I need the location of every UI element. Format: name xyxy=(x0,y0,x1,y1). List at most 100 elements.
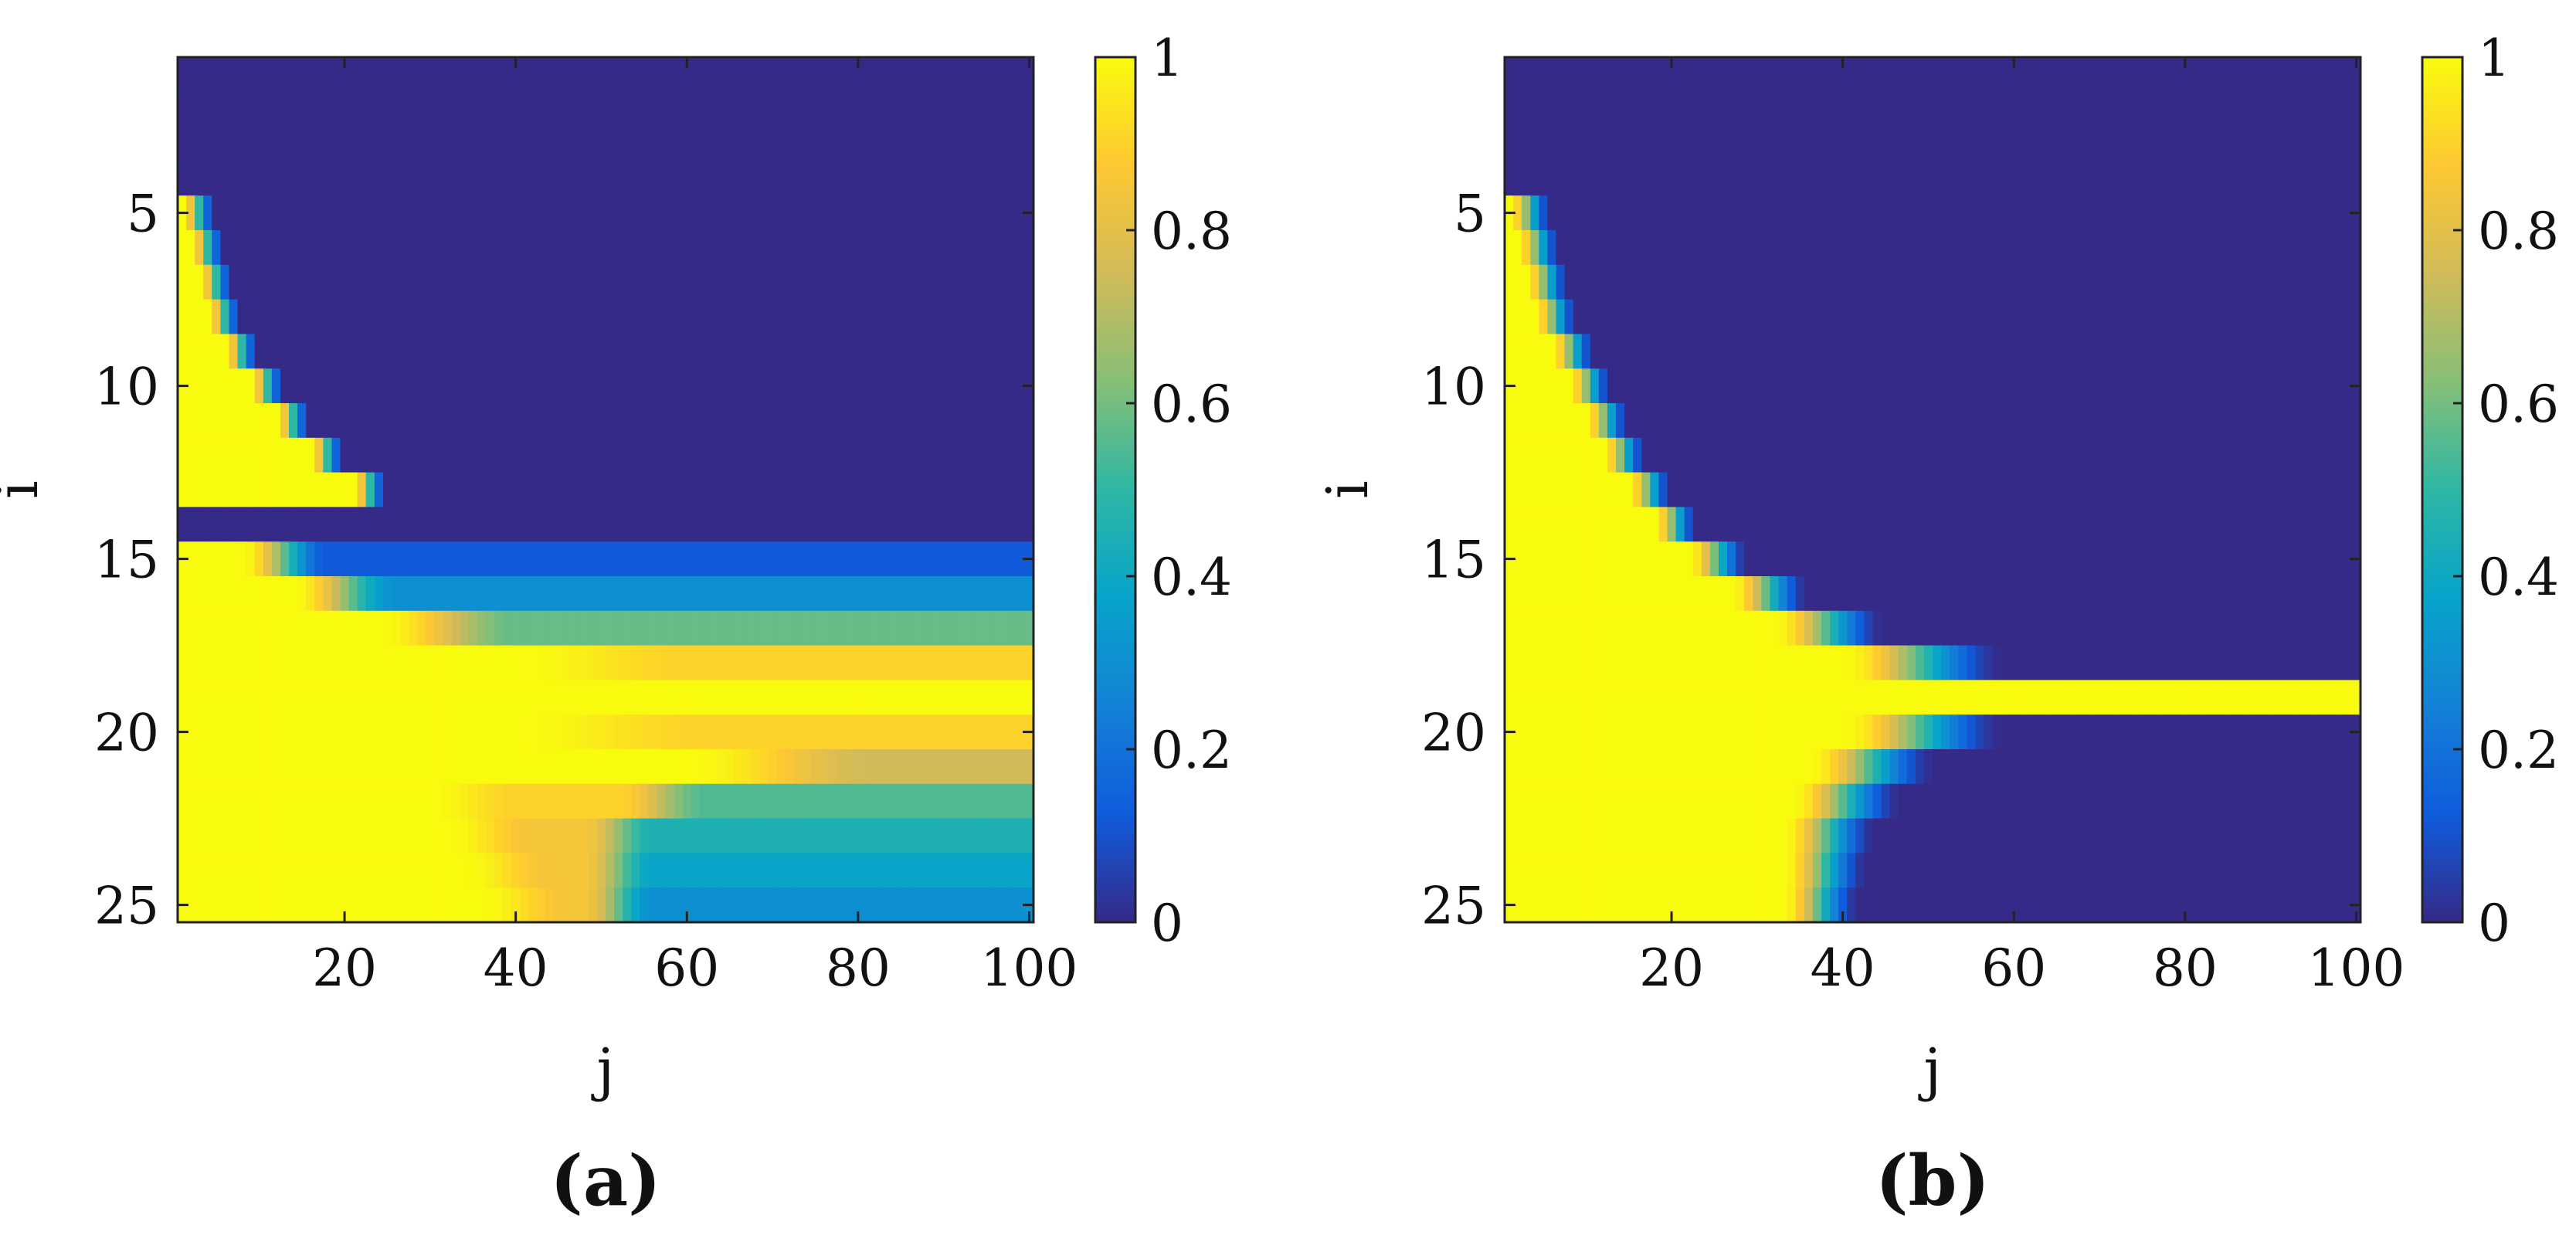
heatmap-cell xyxy=(2223,299,2233,334)
heatmap-cell xyxy=(2215,853,2225,888)
heatmap-cell xyxy=(1007,195,1017,231)
heatmap-cell xyxy=(545,610,555,646)
x-tick-label: 20 xyxy=(312,938,377,998)
heatmap-cell xyxy=(1658,264,1668,300)
heatmap-cell xyxy=(921,576,932,612)
heatmap-cell xyxy=(1505,299,1514,334)
heatmap-cell xyxy=(2334,680,2344,715)
heatmap-cell xyxy=(271,818,281,853)
heatmap-cell xyxy=(913,334,923,369)
heatmap-cell xyxy=(1727,299,1736,334)
heatmap-cell xyxy=(717,714,726,750)
heatmap-cell xyxy=(1881,576,1891,612)
heatmap-cell xyxy=(776,299,786,334)
heatmap-cell xyxy=(2206,714,2216,750)
heatmap-cell xyxy=(888,887,898,923)
heatmap-cell xyxy=(212,645,221,680)
heatmap-cell xyxy=(793,230,803,266)
heatmap-cell xyxy=(2343,680,2353,715)
heatmap-cell xyxy=(1821,57,1831,93)
heatmap-cell xyxy=(400,714,409,750)
heatmap-cell xyxy=(1872,680,1882,715)
heatmap-cell xyxy=(1530,645,1539,680)
heatmap-cell xyxy=(588,126,598,161)
heatmap-cell xyxy=(331,853,341,888)
heatmap-cell xyxy=(742,472,752,507)
heatmap-cell xyxy=(2112,334,2122,369)
heatmap-cell xyxy=(2086,680,2096,715)
heatmap-cell xyxy=(2078,437,2088,473)
heatmap-cell xyxy=(1795,437,1805,473)
heatmap-cell xyxy=(1709,783,1719,820)
heatmap-cell xyxy=(365,334,375,369)
heatmap-cell xyxy=(1633,749,1642,785)
heatmap-cell xyxy=(1016,264,1026,300)
heatmap-cell xyxy=(1598,783,1608,820)
heatmap-cell xyxy=(2026,334,2036,369)
heatmap-cell xyxy=(921,334,932,369)
heatmap-cell xyxy=(1590,887,1600,923)
heatmap-cell xyxy=(1650,887,1660,923)
heatmap-cell xyxy=(554,230,564,266)
heatmap-cell xyxy=(468,437,478,473)
heatmap-cell xyxy=(2300,645,2310,680)
heatmap-cell xyxy=(2275,437,2284,473)
heatmap-cell xyxy=(579,680,589,715)
heatmap-cell xyxy=(1522,91,1531,127)
heatmap-cell xyxy=(759,887,769,923)
heatmap-cell xyxy=(1727,749,1736,785)
heatmap-cell xyxy=(1667,403,1677,439)
heatmap-cell xyxy=(1539,472,1548,507)
heatmap-cell xyxy=(1667,749,1677,785)
heatmap-cell xyxy=(2129,472,2139,507)
heatmap-cell xyxy=(382,126,392,161)
heatmap-cell xyxy=(640,126,649,161)
heatmap-cell xyxy=(212,299,221,334)
heatmap-cell xyxy=(913,161,923,196)
heatmap-cell xyxy=(2061,57,2070,93)
heatmap-cell xyxy=(2164,714,2173,750)
heatmap-cell xyxy=(1950,264,1959,300)
heatmap-cell xyxy=(1889,541,1899,577)
heatmap-cell xyxy=(2300,230,2310,266)
heatmap-cell xyxy=(443,783,453,820)
heatmap-cell xyxy=(1984,749,1994,785)
heatmap-cell xyxy=(888,749,898,785)
heatmap-cell xyxy=(1513,299,1522,334)
heatmap-cell xyxy=(1539,368,1548,404)
heatmap-cell xyxy=(734,91,743,127)
heatmap-cell xyxy=(2095,818,2105,853)
heatmap-cell xyxy=(2334,749,2344,785)
heatmap-cell xyxy=(306,195,315,231)
heatmap-cell xyxy=(263,437,273,473)
heatmap-cell xyxy=(2223,783,2233,820)
heatmap-cell xyxy=(297,576,307,612)
heatmap-cell xyxy=(921,57,932,93)
heatmap-cell xyxy=(503,541,512,577)
heatmap-cell xyxy=(2086,714,2096,750)
heatmap-cell xyxy=(289,437,298,473)
heatmap-cell xyxy=(810,541,820,577)
heatmap-cell xyxy=(785,541,795,577)
heatmap-cell xyxy=(1778,541,1788,577)
heatmap-cell xyxy=(1658,887,1668,923)
heatmap-cell xyxy=(2026,57,2036,93)
heatmap-cell xyxy=(921,230,932,266)
heatmap-cell xyxy=(2240,507,2250,542)
heatmap-cell xyxy=(477,645,487,680)
heatmap-cell xyxy=(562,403,572,439)
heatmap-cell xyxy=(1667,161,1677,196)
heatmap-cell xyxy=(2283,299,2293,334)
heatmap-cell xyxy=(2129,299,2139,334)
heatmap-cell xyxy=(451,818,461,853)
heatmap-cell xyxy=(203,749,212,785)
heatmap-cell xyxy=(931,368,940,404)
heatmap-cell xyxy=(340,472,350,507)
heatmap-cell xyxy=(1513,714,1522,750)
heatmap-cell xyxy=(2240,334,2250,369)
heatmap-cell xyxy=(246,368,256,404)
heatmap-cell xyxy=(246,610,256,646)
heatmap-cell xyxy=(665,680,675,715)
heatmap-cell xyxy=(1641,334,1651,369)
heatmap-cell xyxy=(1753,126,1762,161)
